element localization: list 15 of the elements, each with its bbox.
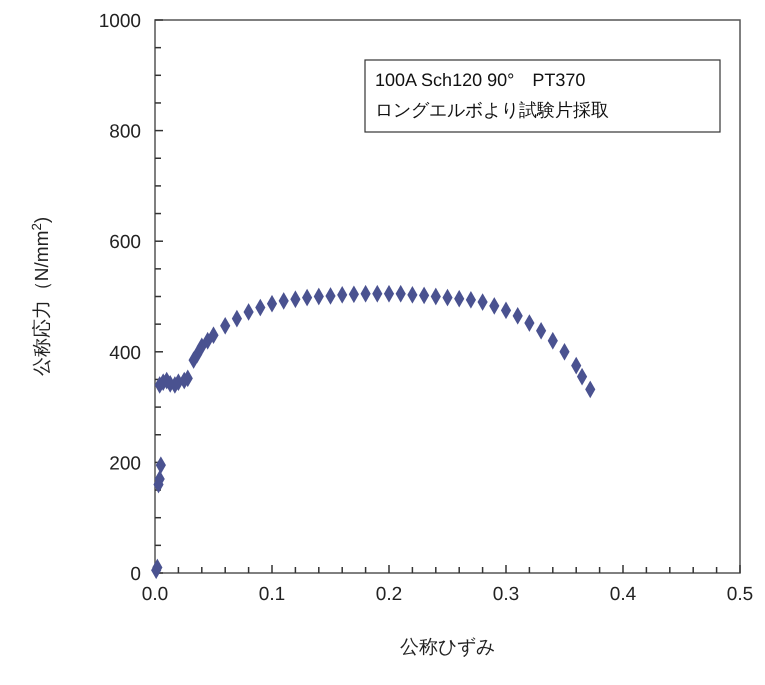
x-tick-label: 0.1 [258, 584, 286, 605]
y-tick-label: 400 [109, 342, 141, 364]
x-tick-label: 0.0 [142, 584, 168, 605]
x-tick-label: 0.3 [492, 584, 520, 605]
y-tick-label: 800 [109, 122, 141, 143]
y-tick-label: 1000 [98, 11, 141, 32]
x-tick-label: 0.4 [610, 584, 637, 605]
x-tick-label: 0.2 [376, 584, 402, 605]
y-tick-label: 0 [130, 564, 141, 585]
x-axis-title: 公称ひずみ [400, 637, 495, 658]
x-tick-label: 0.5 [726, 584, 754, 605]
annotation: 100A Sch120 90° PT370 [375, 70, 586, 90]
y-tick-label: 200 [109, 453, 141, 474]
annotation: ロングエルボより試験片採取 [375, 100, 609, 120]
y-tick-label: 600 [109, 232, 141, 254]
